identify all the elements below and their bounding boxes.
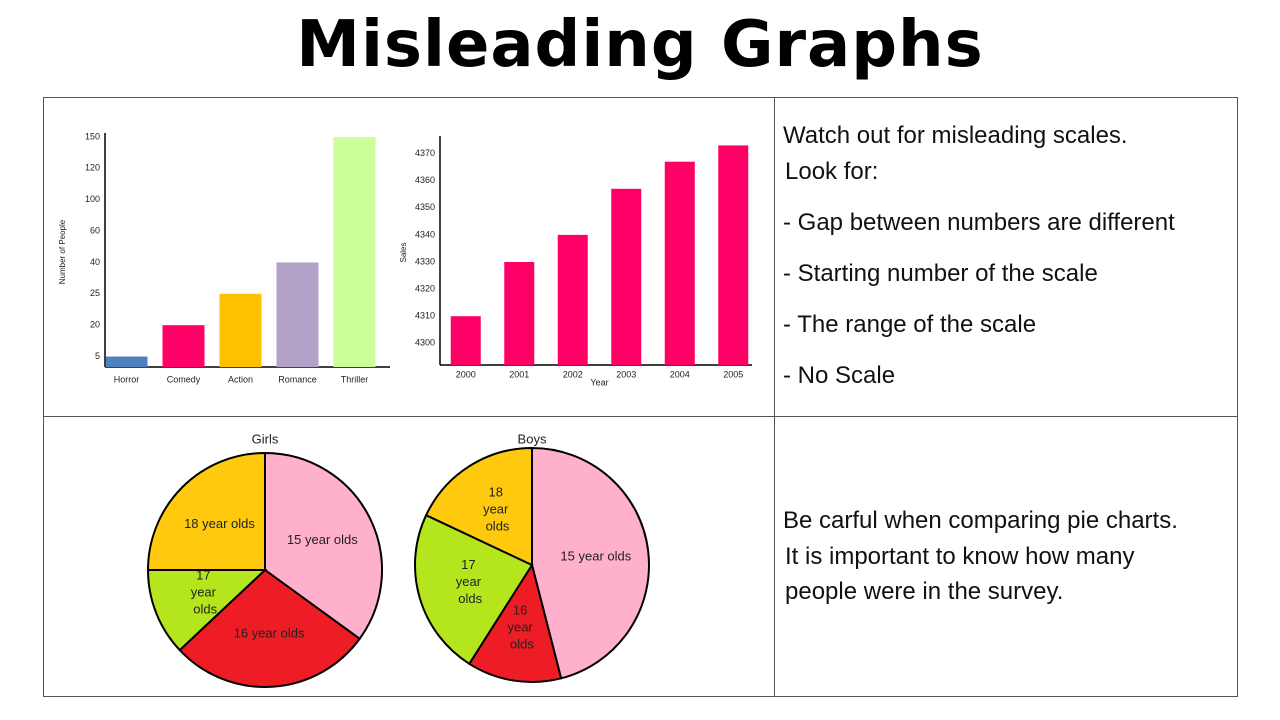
slice-label: 15 year olds	[287, 532, 358, 547]
y-tick-label: 4320	[415, 283, 435, 293]
y-tick-label: 20	[90, 320, 100, 330]
pie-slice	[178, 568, 362, 688]
slice-label: 16 year olds	[507, 603, 536, 652]
note-intro: Watch out for misleading scales.	[783, 122, 1128, 149]
y-tick-label: 4370	[415, 148, 435, 158]
x-tick-label: 2003	[616, 369, 636, 379]
note-item: - No Scale	[783, 362, 896, 389]
slice-label: 18 year olds	[483, 485, 512, 534]
y-tick-label: 4350	[415, 202, 435, 212]
pie-title: Boys	[518, 431, 547, 446]
y-tick-label: 5	[95, 351, 100, 361]
x-tick-label: Horror	[114, 374, 140, 384]
y-tick-label: 60	[90, 225, 100, 235]
x-tick-label: Action	[228, 374, 253, 384]
note-item: - The range of the scale	[783, 311, 1037, 338]
bar	[105, 356, 148, 367]
slice-label: 17 year olds	[191, 568, 220, 617]
x-tick-label: 2004	[670, 369, 690, 379]
slice-label: 17 year olds	[456, 557, 485, 606]
pie-slice	[467, 562, 563, 683]
pie-slice	[264, 451, 383, 641]
note-pie-line: people were in the survey.	[785, 578, 1064, 605]
bar	[276, 262, 319, 367]
x-tick-label: Romance	[278, 374, 317, 384]
y-tick-label: 4310	[415, 311, 435, 321]
table-frame	[43, 97, 1238, 697]
x-axis-label: Year	[590, 377, 608, 387]
bar	[504, 261, 535, 365]
slice-label: 16 year olds	[234, 626, 305, 641]
x-tick-label: 2002	[563, 369, 583, 379]
pie-slice	[146, 569, 268, 652]
y-tick-label: 40	[90, 257, 100, 267]
bar	[450, 316, 481, 365]
column-divider	[774, 97, 775, 697]
y-tick-label: 4300	[415, 338, 435, 348]
pie-title: Girls	[252, 431, 279, 446]
note-pie-line: It is important to know how many	[785, 543, 1135, 570]
x-tick-label: Thriller	[341, 374, 369, 384]
y-tick-label: 4330	[415, 256, 435, 266]
y-tick-label: 120	[85, 163, 100, 173]
x-tick-label: 2000	[456, 369, 476, 379]
y-tick-label: 4360	[415, 175, 435, 185]
y-tick-label: 150	[85, 131, 100, 141]
bar	[333, 137, 376, 367]
bar	[162, 325, 205, 367]
y-tick-label: 4340	[415, 229, 435, 239]
x-tick-label: Comedy	[167, 374, 201, 384]
bar	[557, 234, 588, 365]
slice-label: 15 year olds	[560, 548, 631, 563]
pie-slice	[531, 446, 650, 680]
bar	[718, 145, 749, 365]
note-pie-line: Be carful when comparing pie charts.	[783, 507, 1178, 534]
y-tick-label: 25	[90, 288, 100, 298]
slide-title: Misleading Graphs	[296, 8, 984, 82]
note-look-for: Look for:	[785, 158, 879, 185]
bar	[611, 188, 642, 365]
y-axis-label: Sales	[399, 242, 408, 262]
y-axis-label: Number of People	[58, 219, 67, 284]
bar	[219, 293, 262, 367]
note-item: - Starting number of the scale	[783, 260, 1098, 287]
x-tick-label: 2001	[509, 369, 529, 379]
note-item: - Gap between numbers are different	[783, 209, 1175, 236]
x-tick-label: 2005	[723, 369, 743, 379]
pie-slice	[146, 451, 266, 571]
pie-slice	[424, 446, 533, 567]
y-tick-label: 100	[85, 194, 100, 204]
row-divider	[43, 416, 1238, 417]
slice-label: 18 year olds	[184, 516, 255, 531]
bar	[664, 161, 695, 365]
